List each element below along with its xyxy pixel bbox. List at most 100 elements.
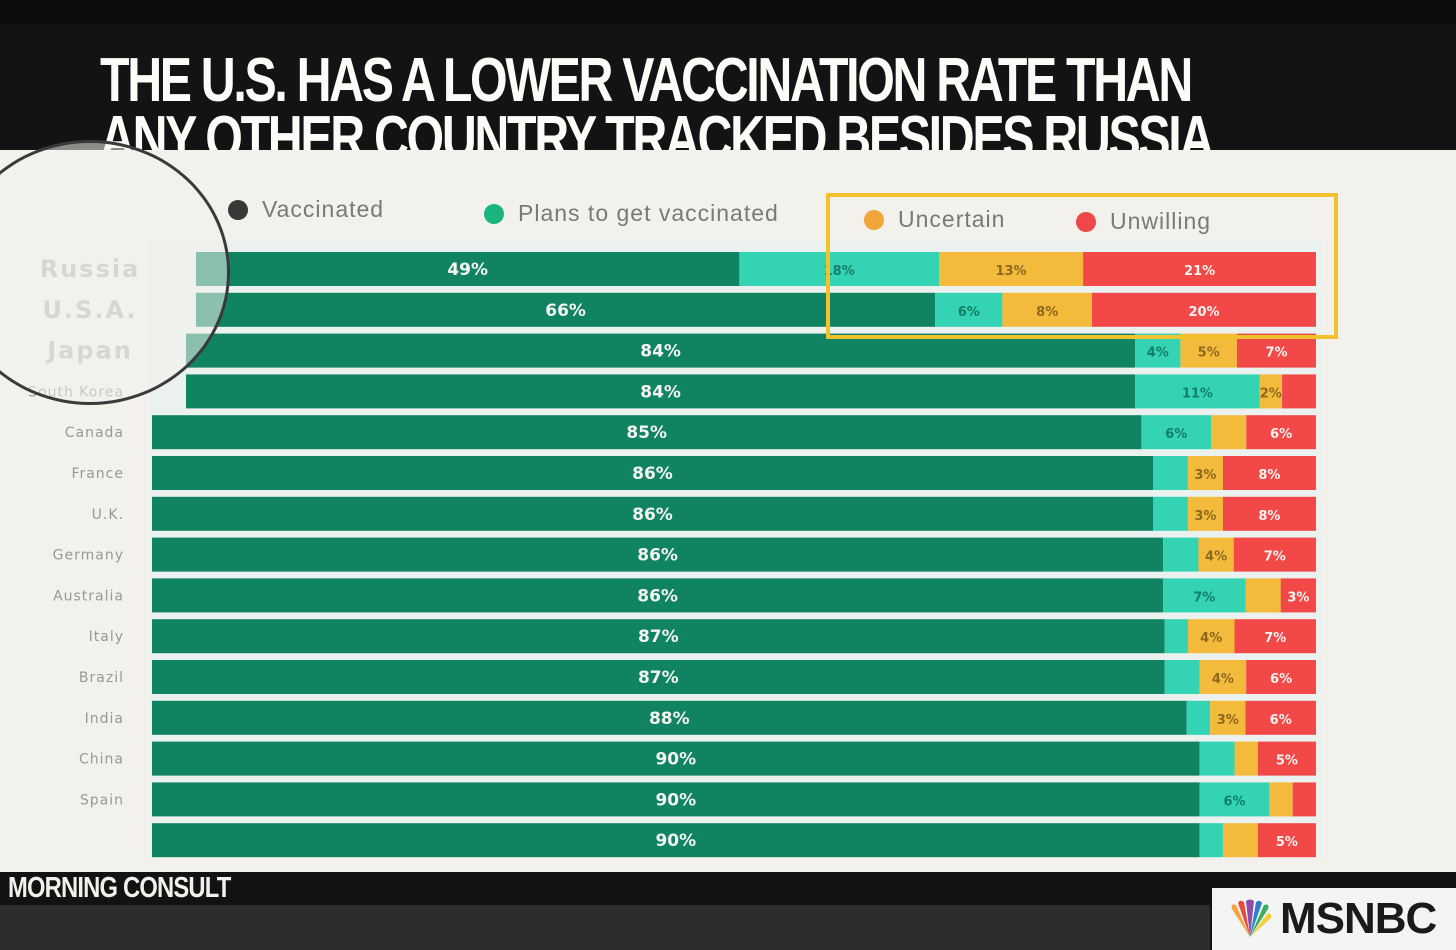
- bar-segment-plans: [1186, 700, 1211, 735]
- network-name: MSNBC: [1280, 894, 1437, 943]
- bar-segment-vaccinated: [196, 252, 740, 286]
- data-label: 90%: [655, 790, 696, 810]
- bar-segment-vaccinated: [152, 660, 1165, 694]
- data-label: 90%: [655, 750, 696, 770]
- bar-segment-vaccinated: [152, 415, 1142, 450]
- bar-segment-plans: [1199, 741, 1235, 776]
- data-label: 7%: [1193, 590, 1215, 605]
- data-label: 6%: [1270, 713, 1292, 728]
- bar-segment-unwilling: [1246, 415, 1316, 450]
- highlight-box: [826, 193, 1338, 339]
- bar-segment-vaccinated: [152, 619, 1165, 654]
- category-label: France: [71, 466, 124, 482]
- bar-segment-unwilling: [1245, 700, 1316, 735]
- bar-segment-vaccinated: [186, 374, 1136, 409]
- data-label: 5%: [1276, 835, 1298, 850]
- data-label: 84%: [640, 342, 681, 362]
- bar-segment-uncertain: [1188, 619, 1235, 654]
- data-label: 21%: [1184, 264, 1215, 279]
- bar-segment-uncertain: [1259, 374, 1283, 409]
- bar-segment-uncertain: [1234, 741, 1258, 776]
- bar-segment-plans: [1135, 374, 1260, 409]
- category-label: Canada: [65, 425, 124, 441]
- data-label: 4%: [1212, 672, 1234, 687]
- data-label: 90%: [655, 831, 696, 851]
- bar-segment-plans: [1141, 415, 1212, 450]
- category-label: Australia: [53, 588, 124, 604]
- data-label: 6%: [1270, 427, 1292, 442]
- headline-line-1: THE U.S. HAS A LOWER VACCINATION RATE TH…: [100, 46, 1193, 115]
- data-label: 13%: [995, 264, 1026, 279]
- data-label: 11%: [1182, 386, 1213, 401]
- bar-segment-vaccinated: [152, 537, 1164, 572]
- category-label: India: [85, 711, 124, 727]
- data-label: 20%: [1188, 305, 1219, 320]
- bar-segment-unwilling: [1222, 496, 1316, 531]
- bar-segment-uncertain: [939, 252, 1084, 286]
- bar-segment-vaccinated: [152, 741, 1200, 776]
- data-label: 8%: [1036, 305, 1058, 320]
- bar-segment-uncertain: [1180, 333, 1237, 368]
- data-label: 7%: [1264, 550, 1286, 565]
- network-logo: MSNBC: [1212, 888, 1456, 950]
- source-credit: MORNING CONSULT: [8, 872, 231, 904]
- data-label: 66%: [545, 301, 586, 321]
- data-label: 7%: [1264, 631, 1286, 646]
- bar-segment-unwilling: [1257, 741, 1316, 776]
- data-label: 87%: [638, 627, 679, 647]
- bar-segment-unwilling: [1083, 252, 1316, 286]
- bar-segment-vaccinated: [152, 782, 1200, 817]
- bar-segment-uncertain: [1269, 782, 1293, 817]
- peacock-icon: [1231, 899, 1272, 937]
- bar-segment-uncertain: [1199, 660, 1247, 694]
- bar-segment-uncertain: [1211, 415, 1247, 450]
- bar-segment-unwilling: [1236, 333, 1316, 368]
- category-label: U.K.: [92, 507, 124, 523]
- bar-segment-vaccinated: [186, 333, 1136, 368]
- bar-segment-uncertain: [1188, 456, 1223, 490]
- bar-segment-unwilling: [1257, 823, 1316, 858]
- bar-segment-plans: [1164, 619, 1188, 654]
- bar-segment-unwilling: [1282, 374, 1316, 409]
- bar-segment-uncertain: [1210, 700, 1246, 735]
- bar-segment-uncertain: [1002, 292, 1092, 327]
- bar-segment-plans: [1153, 456, 1188, 490]
- category-label: Germany: [53, 548, 124, 564]
- data-label: 86%: [637, 586, 678, 606]
- bar-segment-uncertain: [1245, 578, 1281, 613]
- data-label: 2%: [1260, 386, 1282, 401]
- data-label: 86%: [632, 505, 673, 525]
- bar-segment-plans: [1153, 496, 1188, 531]
- data-label: 87%: [638, 668, 679, 688]
- bar-segment-plans: [1163, 537, 1199, 572]
- bar-segment-vaccinated: [152, 823, 1200, 858]
- bar-segment-unwilling: [1234, 619, 1316, 654]
- data-label: 4%: [1147, 346, 1169, 361]
- category-label: Spain: [80, 792, 124, 808]
- bar-segment-unwilling: [1222, 456, 1316, 490]
- data-label: 6%: [1165, 427, 1187, 442]
- bar-segment-plans: [1164, 660, 1200, 694]
- data-label: 3%: [1287, 590, 1309, 605]
- data-label: 8%: [1258, 468, 1280, 483]
- data-label: 3%: [1194, 468, 1216, 483]
- data-label: 6%: [1223, 794, 1245, 809]
- bar-segment-plans: [935, 292, 1003, 327]
- category-label: Brazil: [79, 670, 124, 686]
- bar-segment-plans: [1199, 782, 1270, 817]
- data-label: 5%: [1276, 754, 1298, 769]
- tv-bottom-strip: [0, 905, 1210, 950]
- bar-segment-unwilling: [1092, 292, 1316, 327]
- data-label: 5%: [1198, 346, 1220, 361]
- data-label: 86%: [637, 546, 678, 566]
- data-label: 85%: [626, 423, 667, 443]
- data-label: 86%: [632, 464, 673, 484]
- data-label: 6%: [1270, 672, 1292, 687]
- data-label: 7%: [1265, 346, 1287, 361]
- bar-segment-plans: [739, 252, 939, 286]
- data-label: 4%: [1205, 550, 1227, 565]
- bar-segment-unwilling: [1233, 537, 1316, 572]
- bar-segment-vaccinated: [196, 292, 936, 327]
- bar-segment-vaccinated: [152, 456, 1153, 490]
